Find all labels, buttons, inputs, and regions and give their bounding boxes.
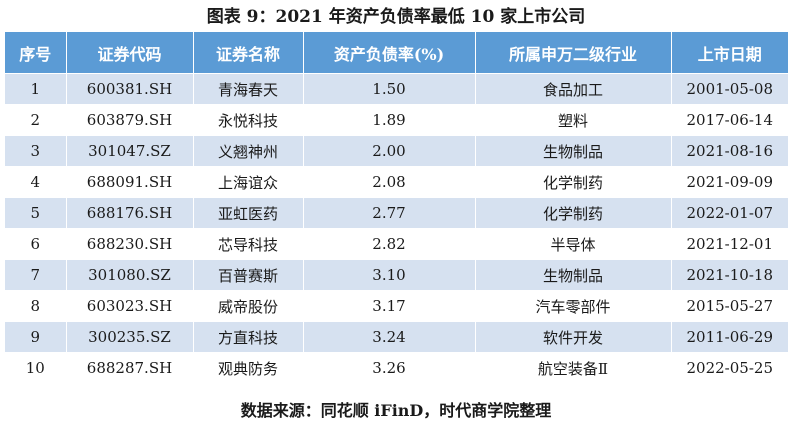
col-header-industry: 所属申万二级行业 <box>474 32 671 74</box>
cell-listing-date: 2021-08-16 <box>670 135 788 167</box>
cell-debt-ratio: 1.89 <box>302 104 475 136</box>
table-header-row: 序号 证券代码 证券名称 资产负债率(%) 所属申万二级行业 上市日期 <box>5 32 788 74</box>
cell-code: 688230.SH <box>65 228 193 260</box>
cell-industry: 半导体 <box>474 228 671 260</box>
cell-industry: 食品加工 <box>474 73 671 105</box>
cell-name: 永悦科技 <box>192 104 303 136</box>
cell-listing-date: 2017-06-14 <box>670 104 788 136</box>
cell-code: 603879.SH <box>65 104 193 136</box>
cell-index: 5 <box>5 197 66 229</box>
cell-index: 6 <box>5 228 66 260</box>
cell-index: 2 <box>5 104 66 136</box>
cell-code: 688176.SH <box>65 197 193 229</box>
cell-debt-ratio: 3.10 <box>302 259 475 291</box>
cell-listing-date: 2015-05-27 <box>670 290 788 322</box>
cell-code: 301047.SZ <box>65 135 193 167</box>
cell-debt-ratio: 2.77 <box>302 197 475 229</box>
table-row: 1 600381.SH 青海春天 1.50 食品加工 2001-05-08 <box>5 73 788 105</box>
cell-name: 芯导科技 <box>192 228 303 260</box>
cell-code: 301080.SZ <box>65 259 193 291</box>
data-table: 序号 证券代码 证券名称 资产负债率(%) 所属申万二级行业 上市日期 1 600… <box>5 32 788 383</box>
cell-industry: 汽车零部件 <box>474 290 671 322</box>
cell-listing-date: 2021-12-01 <box>670 228 788 260</box>
cell-name: 青海春天 <box>192 73 303 105</box>
cell-industry: 化学制药 <box>474 197 671 229</box>
cell-code: 300235.SZ <box>65 321 193 353</box>
col-header-index: 序号 <box>5 32 66 74</box>
table-row: 5 688176.SH 亚虹医药 2.77 化学制药 2022-01-07 <box>5 197 788 229</box>
col-header-name: 证券名称 <box>192 32 303 74</box>
cell-index: 3 <box>5 135 66 167</box>
cell-name: 方直科技 <box>192 321 303 353</box>
cell-listing-date: 2021-10-18 <box>670 259 788 291</box>
cell-industry: 软件开发 <box>474 321 671 353</box>
col-header-debt-ratio: 资产负债率(%) <box>302 32 475 74</box>
cell-index: 9 <box>5 321 66 353</box>
cell-name: 上海谊众 <box>192 166 303 198</box>
cell-debt-ratio: 3.26 <box>302 352 475 383</box>
cell-name: 百普赛斯 <box>192 259 303 291</box>
cell-listing-date: 2022-05-25 <box>670 352 788 383</box>
cell-name: 义翘神州 <box>192 135 303 167</box>
cell-listing-date: 2011-06-29 <box>670 321 788 353</box>
cell-debt-ratio: 3.24 <box>302 321 475 353</box>
cell-code: 600381.SH <box>65 73 193 105</box>
col-header-listing-date: 上市日期 <box>670 32 788 74</box>
cell-name: 威帝股份 <box>192 290 303 322</box>
cell-code: 688287.SH <box>65 352 193 383</box>
cell-code: 603023.SH <box>65 290 193 322</box>
table-row: 9 300235.SZ 方直科技 3.24 软件开发 2011-06-29 <box>5 321 788 353</box>
cell-index: 1 <box>5 73 66 105</box>
cell-debt-ratio: 1.50 <box>302 73 475 105</box>
figure-title: 图表 9：2021 年资产负债率最低 10 家上市公司 <box>206 7 586 27</box>
cell-index: 4 <box>5 166 66 198</box>
table-row: 10 688287.SH 观典防务 3.26 航空装备Ⅱ 2022-05-25 <box>5 352 788 383</box>
cell-name: 亚虹医药 <box>192 197 303 229</box>
cell-listing-date: 2022-01-07 <box>670 197 788 229</box>
cell-debt-ratio: 3.17 <box>302 290 475 322</box>
cell-industry: 塑料 <box>474 104 671 136</box>
cell-index: 7 <box>5 259 66 291</box>
table-row: 2 603879.SH 永悦科技 1.89 塑料 2017-06-14 <box>5 104 788 136</box>
cell-industry: 航空装备Ⅱ <box>474 352 671 383</box>
cell-debt-ratio: 2.08 <box>302 166 475 198</box>
table-row: 3 301047.SZ 义翘神州 2.00 生物制品 2021-08-16 <box>5 135 788 167</box>
cell-index: 10 <box>5 352 66 383</box>
cell-index: 8 <box>5 290 66 322</box>
table-row: 4 688091.SH 上海谊众 2.08 化学制药 2021-09-09 <box>5 166 788 198</box>
cell-listing-date: 2001-05-08 <box>670 73 788 105</box>
cell-industry: 生物制品 <box>474 259 671 291</box>
cell-debt-ratio: 2.82 <box>302 228 475 260</box>
table-row: 6 688230.SH 芯导科技 2.82 半导体 2021-12-01 <box>5 228 788 260</box>
cell-name: 观典防务 <box>192 352 303 383</box>
data-source-note: 数据来源：同花顺 iFinD，时代商学院整理 <box>240 401 552 420</box>
cell-industry: 化学制药 <box>474 166 671 198</box>
cell-debt-ratio: 2.00 <box>302 135 475 167</box>
col-header-code: 证券代码 <box>65 32 193 74</box>
cell-listing-date: 2021-09-09 <box>670 166 788 198</box>
cell-code: 688091.SH <box>65 166 193 198</box>
cell-industry: 生物制品 <box>474 135 671 167</box>
table-row: 7 301080.SZ 百普赛斯 3.10 生物制品 2021-10-18 <box>5 259 788 291</box>
table-row: 8 603023.SH 威帝股份 3.17 汽车零部件 2015-05-27 <box>5 290 788 322</box>
